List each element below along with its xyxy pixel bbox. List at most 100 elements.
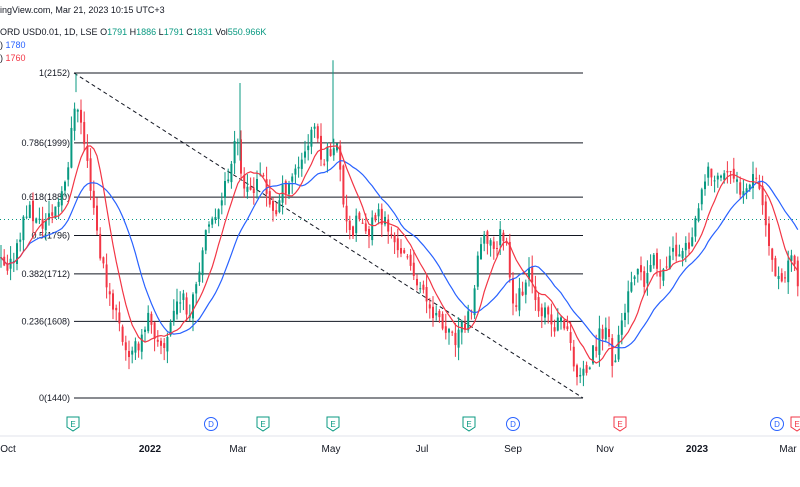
earnings-marker-label: E — [794, 420, 799, 429]
candle-body — [83, 122, 86, 145]
candle-body — [108, 291, 111, 295]
dividend-marker[interactable] — [506, 417, 520, 431]
candle-body — [761, 186, 764, 206]
candle-body — [428, 304, 431, 309]
earnings-marker[interactable] — [256, 416, 270, 432]
candle-body — [272, 200, 274, 211]
candle-body — [22, 216, 25, 241]
candle-body — [307, 145, 310, 151]
candle-body — [588, 367, 591, 369]
candle-body — [598, 328, 601, 355]
candle-body — [224, 180, 226, 198]
candle-body — [179, 302, 182, 304]
earnings-marker[interactable] — [790, 416, 800, 432]
candle-body — [569, 332, 572, 344]
candle-body — [512, 278, 514, 304]
candle-body — [240, 139, 242, 174]
candle-body — [579, 374, 582, 377]
dividend-marker-label: D — [774, 420, 780, 429]
candle-body — [16, 243, 18, 264]
candle-body — [483, 234, 486, 244]
candle-body — [393, 235, 396, 243]
candle-body — [694, 218, 697, 237]
time-axis-label: May — [322, 444, 341, 455]
candle-body — [640, 265, 642, 273]
candle-body — [425, 287, 428, 302]
time-axis-label: Mar — [779, 444, 797, 455]
dividend-marker-label: D — [208, 420, 214, 429]
candle-body — [784, 277, 786, 279]
ma-blue-legend: ) 1780 — [0, 40, 26, 50]
candle-body — [422, 284, 425, 290]
ohlc-low: L1791 — [158, 27, 184, 37]
candle-body — [611, 338, 614, 366]
candle-body — [316, 126, 319, 139]
candle-body — [508, 241, 511, 278]
earnings-marker[interactable] — [326, 416, 340, 432]
candle-body — [441, 313, 444, 329]
candle-body — [480, 244, 482, 260]
candle-body — [204, 230, 207, 251]
candle-body — [243, 175, 246, 189]
candle-body — [313, 126, 316, 129]
earnings-marker[interactable] — [462, 416, 476, 432]
earnings-marker-label: E — [260, 420, 265, 429]
ma-blue-line — [0, 160, 799, 349]
candle-body — [265, 179, 268, 194]
candle-body — [739, 182, 742, 195]
candle-body — [646, 272, 649, 284]
earnings-marker[interactable] — [66, 416, 80, 432]
candle-body — [323, 163, 326, 165]
candle-body — [550, 314, 553, 325]
candle-body — [236, 142, 239, 144]
candle-body — [755, 177, 758, 179]
candle-body — [364, 223, 367, 232]
candle-body — [291, 176, 294, 182]
candle-body — [233, 141, 236, 164]
fib-level-label: 0.236(1608) — [21, 316, 70, 326]
candle-body — [297, 166, 300, 169]
ohlc-close: C1831 — [186, 27, 213, 37]
candle-body — [537, 297, 540, 312]
candle-body — [608, 328, 610, 337]
earnings-marker[interactable] — [613, 416, 627, 432]
candle-body — [19, 239, 22, 242]
candle-body — [489, 240, 492, 246]
candle-body — [412, 262, 415, 276]
candle-body — [304, 151, 306, 158]
candle-body — [227, 179, 230, 182]
candle-body — [662, 269, 665, 281]
dividend-marker[interactable] — [770, 417, 784, 431]
candle-body — [432, 306, 434, 319]
dividend-marker-label: D — [510, 420, 516, 429]
candle-body — [790, 255, 793, 261]
candle-body — [329, 149, 332, 156]
candle-body — [601, 329, 604, 339]
dividend-marker[interactable] — [204, 417, 218, 431]
fib-level-label: 0(1440) — [39, 393, 70, 403]
candle-body — [777, 275, 780, 279]
time-axis-label: Jul — [416, 444, 429, 455]
candle-body — [310, 129, 313, 147]
candle-body — [665, 266, 668, 268]
candle-body — [169, 322, 172, 336]
candle-body — [566, 326, 569, 330]
candle-body — [115, 307, 118, 311]
candle-body — [454, 332, 457, 346]
candle-body — [659, 271, 662, 277]
candle-body — [668, 255, 671, 270]
candle-body — [89, 158, 92, 191]
ma-red-line — [0, 145, 799, 364]
candle-body — [764, 201, 767, 226]
candle-body — [745, 188, 748, 193]
candle-body — [185, 297, 188, 315]
candle-body — [752, 174, 754, 189]
candle-body — [57, 201, 60, 207]
candle-body — [416, 278, 418, 286]
candle-body — [368, 228, 370, 237]
candle-body — [124, 342, 127, 351]
candle-body — [211, 218, 214, 225]
earnings-marker-label: E — [70, 420, 75, 429]
candle-body — [249, 186, 252, 190]
